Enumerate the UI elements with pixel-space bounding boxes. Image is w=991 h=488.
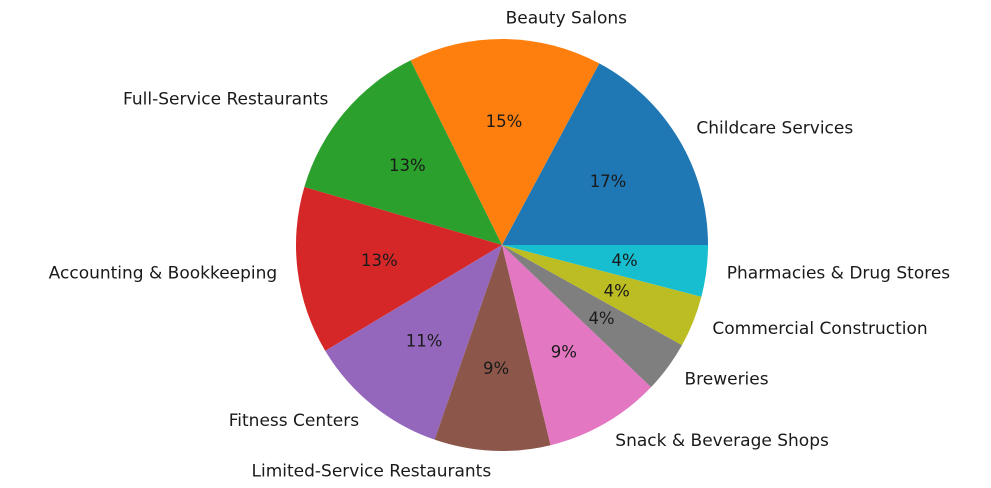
category-label-full-service-restaurants: Full-Service Restaurants bbox=[123, 89, 329, 109]
pie-slice-pharmacies-and-drug-stores bbox=[502, 245, 708, 297]
percent-label-breweries: 4% bbox=[588, 309, 614, 328]
pie-slice-commercial-construction bbox=[502, 245, 702, 346]
pie-slice-fitness-centers bbox=[325, 245, 502, 440]
percent-label-commercial-construction: 4% bbox=[604, 281, 630, 300]
pie-slice-snack-and-beverage-shops bbox=[502, 245, 652, 446]
category-label-beauty-salons: Beauty Salons bbox=[506, 8, 628, 28]
category-label-childcare-services: Childcare Services bbox=[696, 119, 853, 139]
category-labels: Childcare Services Beauty Salons Full-Serv… bbox=[49, 8, 951, 481]
pie-slice-breweries bbox=[502, 245, 683, 388]
pie-slice-accounting-and-bookkeeping bbox=[296, 186, 502, 351]
category-label-fitness-centers: Fitness Centers bbox=[229, 411, 359, 431]
category-label-limited-service-restaurants: Limited-Service Restaurants bbox=[252, 461, 492, 481]
percent-label-accounting-and-bookkeeping: 13% bbox=[361, 251, 398, 270]
percent-label-fitness-centers: 11% bbox=[406, 331, 443, 350]
percent-label-full-service-restaurants: 13% bbox=[389, 156, 426, 175]
percent-label-limited-service-restaurants: 9% bbox=[483, 359, 509, 378]
category-label-breweries: Breweries bbox=[684, 369, 768, 389]
pie-slice-beauty-salons bbox=[410, 38, 600, 245]
pie-slices bbox=[296, 38, 708, 451]
pie-slice-limited-service-restaurants bbox=[434, 245, 551, 451]
percent-label-childcare-services: 17% bbox=[590, 172, 627, 191]
pie-slice-full-service-restaurants bbox=[304, 60, 502, 246]
category-label-snack-and-beverage-shops: Snack & Beverage Shops bbox=[615, 431, 829, 451]
percent-labels: 17% 15% 13% 13% 11% 9% 9% 4% 4% 4% bbox=[361, 112, 638, 378]
percent-label-snack-and-beverage-shops: 9% bbox=[551, 343, 577, 362]
pie-slice-childcare-services bbox=[502, 63, 708, 245]
category-label-accounting-and-bookkeeping: Accounting & Bookkeeping bbox=[49, 264, 278, 284]
percent-label-pharmacies-and-drug-stores: 4% bbox=[612, 251, 638, 270]
category-label-pharmacies-and-drug-stores: Pharmacies & Drug Stores bbox=[727, 264, 951, 284]
percent-label-beauty-salons: 15% bbox=[486, 112, 523, 131]
category-label-commercial-construction: Commercial Construction bbox=[712, 319, 927, 339]
